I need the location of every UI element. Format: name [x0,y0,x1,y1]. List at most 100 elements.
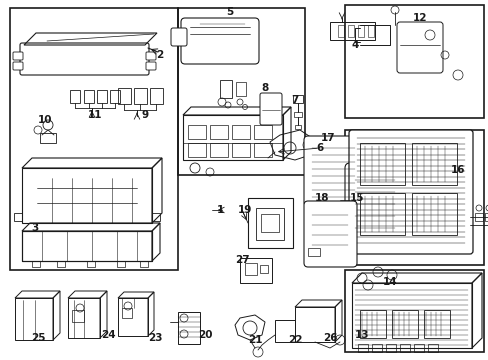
Bar [345,5,483,118]
Bar [209,143,227,157]
Text: 19: 19 [237,205,252,215]
Text: 18: 18 [314,193,328,203]
Bar [10,8,178,270]
Bar [178,8,305,175]
Text: 12: 12 [412,13,427,23]
Bar [484,213,488,221]
Bar [474,213,482,221]
Bar [253,125,271,139]
Text: 27: 27 [234,255,249,265]
FancyBboxPatch shape [348,130,472,254]
Bar [150,88,163,104]
Text: 4: 4 [350,40,358,50]
Bar [84,90,94,103]
Bar [413,344,423,352]
FancyBboxPatch shape [171,28,186,46]
Text: 10: 10 [38,115,52,125]
Bar [231,125,249,139]
Text: 2: 2 [156,50,163,60]
Bar [307,248,319,256]
Bar [293,112,302,117]
FancyBboxPatch shape [396,22,442,73]
Bar [57,261,65,267]
Text: 16: 16 [450,165,464,175]
FancyBboxPatch shape [181,18,259,64]
Bar [294,125,301,129]
Bar [110,90,120,103]
FancyBboxPatch shape [304,201,356,267]
Text: 26: 26 [322,333,337,343]
Bar [345,130,483,265]
Bar [260,265,267,273]
Bar [122,308,132,318]
Bar [256,208,284,240]
Bar [117,261,125,267]
Bar [345,270,483,352]
Text: 13: 13 [354,330,368,340]
Bar [187,143,205,157]
Bar [87,261,95,267]
Text: 6: 6 [316,143,323,153]
Text: 1: 1 [216,205,223,215]
Text: 20: 20 [197,330,212,340]
Text: 15: 15 [349,193,364,203]
Text: 23: 23 [147,333,162,343]
Bar [357,344,367,352]
Bar [292,95,303,103]
FancyBboxPatch shape [304,136,363,206]
Bar [178,312,200,344]
Bar [253,143,271,157]
Text: 24: 24 [101,330,115,340]
Bar [209,125,227,139]
Bar [357,25,363,37]
Bar [14,213,22,221]
Bar [359,193,404,235]
Text: 21: 21 [247,335,262,345]
FancyBboxPatch shape [146,62,156,70]
Text: 7: 7 [291,95,298,105]
Bar [385,344,395,352]
Bar [329,22,374,40]
Bar [359,143,404,185]
Text: 11: 11 [87,110,102,120]
Bar [247,198,292,248]
FancyBboxPatch shape [13,52,23,60]
Bar [70,90,80,103]
Text: 9: 9 [141,110,148,120]
Bar [97,90,107,103]
Bar [187,125,205,139]
Text: 17: 17 [320,133,335,143]
Text: 8: 8 [261,83,268,93]
Bar [337,25,343,37]
Text: 3: 3 [31,223,39,233]
Bar [240,258,271,283]
Bar [231,143,249,157]
Bar [236,82,245,96]
Bar [359,310,385,338]
Bar [140,261,148,267]
Bar [347,25,353,37]
Bar [72,310,84,322]
Bar [367,25,373,37]
FancyBboxPatch shape [146,52,156,60]
Bar [22,231,152,261]
Bar [118,88,131,104]
Bar [399,344,409,352]
Text: 5: 5 [226,7,233,17]
Bar [40,133,56,143]
Bar [32,261,40,267]
Bar [411,143,456,185]
Text: 25: 25 [31,333,45,343]
FancyBboxPatch shape [260,93,282,125]
Text: 22: 22 [287,335,302,345]
Bar [423,310,449,338]
Bar [274,320,294,342]
Bar [371,344,381,352]
Bar [152,213,160,221]
Bar [411,193,456,235]
Bar [244,263,257,275]
Bar [261,214,279,232]
FancyBboxPatch shape [20,43,149,75]
FancyBboxPatch shape [345,163,404,238]
Bar [134,88,147,104]
